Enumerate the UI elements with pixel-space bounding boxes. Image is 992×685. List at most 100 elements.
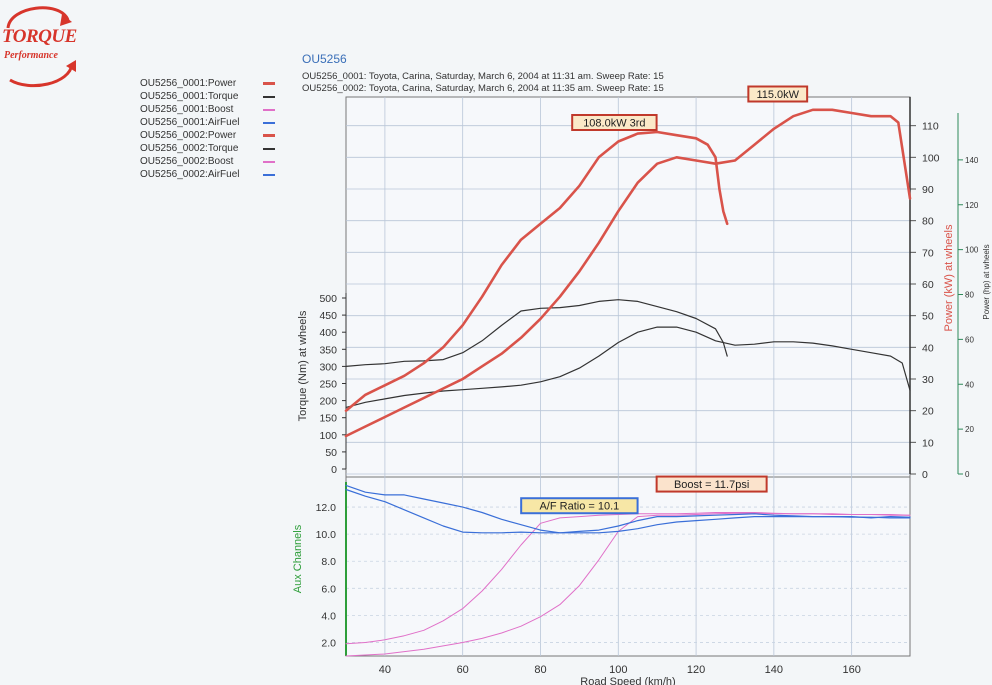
power-hp-tick-label: 80	[965, 291, 974, 300]
torque-tick-label: 350	[319, 344, 337, 356]
torque-tick-label: 200	[319, 396, 337, 408]
x-axis-label: Road Speed (km/h)	[580, 676, 675, 685]
annotation-text: Boost = 11.7psi	[674, 479, 749, 491]
legend-label: OU5256_0002:Boost	[140, 156, 234, 167]
power-hp-tick-label: 60	[965, 335, 974, 344]
series-line-ou5256-0002-torque	[345, 326, 911, 408]
x-tick-label: 160	[842, 664, 860, 676]
aux-tick-label: 4.0	[321, 610, 336, 622]
annotation-label: Boost = 11.7psi	[655, 475, 768, 493]
legend-entry: OU5256_0002:Power	[140, 129, 275, 142]
annotation-text: 115.0kW	[756, 89, 799, 101]
power-kw-tick-label: 20	[922, 406, 934, 418]
legend-entry: OU5256_0002:Torque	[140, 142, 275, 155]
annotation-label: 108.0kW 3rd	[571, 114, 658, 131]
legend-swatch	[263, 134, 275, 137]
power-hp-tick-label: 100	[965, 246, 979, 255]
legend-swatch	[263, 160, 275, 163]
x-tick-label: 140	[765, 664, 783, 676]
power-kw-tick-label: 100	[922, 152, 940, 164]
annotation-label: A/F Ratio = 10.1	[520, 497, 639, 515]
annotation-box	[655, 475, 768, 493]
legend-label: OU5256_0001:Boost	[140, 104, 234, 115]
x-tick-label: 80	[534, 664, 546, 676]
power-hp-tick-label: 0	[965, 470, 970, 479]
annotation-box	[571, 114, 658, 131]
aux-tick-label: 12.0	[316, 502, 337, 514]
torque-tick-label: 250	[319, 379, 337, 391]
power-kw-tick-label: 90	[922, 184, 934, 196]
dyno-run-title: OU5256	[302, 52, 347, 66]
run-descriptions: OU5256_0001: Toyota, Carina, Saturday, M…	[302, 71, 664, 95]
chart-legend: OU5256_0001:Power OU5256_0001:Torque OU525…	[140, 77, 275, 181]
aux-tick-label: 8.0	[321, 556, 336, 568]
legend-label: OU5256_0002:Power	[140, 130, 237, 141]
torque-tick-label: 500	[319, 293, 337, 305]
torque-tick-label: 50	[325, 447, 337, 459]
legend-swatch	[263, 82, 275, 85]
series-line-ou5256-0002-power	[344, 108, 912, 438]
legend-entry: OU5256_0001:Torque	[140, 90, 275, 103]
legend-entry: OU5256_0002:AirFuel	[140, 168, 275, 181]
legend-label: OU5256_0002:AirFuel	[140, 169, 240, 180]
x-tick-label: 40	[379, 664, 391, 676]
torque-tick-label: 400	[319, 327, 337, 339]
legend-label: OU5256_0002:Torque	[140, 143, 239, 154]
annotation-text: A/F Ratio = 10.1	[539, 501, 619, 513]
power-hp-tick-label: 40	[965, 380, 974, 389]
run-description-2: OU5256_0002: Toyota, Carina, Saturday, M…	[302, 83, 664, 94]
logo-swoosh-icon	[6, 6, 76, 88]
power-hp-tick-label: 120	[965, 201, 979, 210]
legend-entry: OU5256_0001:Power	[140, 77, 275, 90]
legend-swatch	[263, 173, 275, 176]
aux-tick-label: 2.0	[321, 637, 336, 649]
power-kw-tick-label: 0	[922, 469, 928, 481]
legend-swatch	[263, 121, 275, 124]
power-kw-axis-label: Power (kW) at wheels	[943, 224, 955, 331]
series-line-ou5256-0002-airfuel	[345, 488, 911, 534]
annotation-text: 108.0kW 3rd	[583, 118, 645, 130]
aux-axis-label: Aux Channels	[292, 524, 304, 593]
legend-swatch	[263, 108, 275, 111]
x-tick-label: 60	[457, 664, 469, 676]
power-kw-tick-label: 50	[922, 311, 934, 323]
legend-label: OU5256_0001:Power	[140, 78, 237, 89]
power-hp-axis-label: Power (hp) at wheels	[982, 244, 991, 319]
annotation-box	[747, 85, 809, 103]
logo-text-performance: Performance	[4, 50, 58, 61]
plot-area	[345, 96, 911, 657]
x-tick-label: 120	[687, 664, 705, 676]
legend-label: OU5256_0001:AirFuel	[140, 117, 240, 128]
torque-tick-label: 300	[319, 361, 337, 373]
annotation-label: 115.0kW	[747, 85, 809, 103]
series-line-ou5256-0001-power	[344, 130, 729, 412]
power-kw-tick-label: 10	[922, 437, 934, 449]
power-kw-tick-label: 110	[922, 121, 939, 133]
torque-tick-label: 0	[331, 464, 337, 476]
power-kw-tick-label: 40	[922, 342, 934, 354]
power-hp-tick-label: 20	[965, 425, 974, 434]
legend-entry: OU5256_0001:AirFuel	[140, 116, 275, 129]
torque-tick-label: 450	[319, 310, 337, 322]
power-kw-tick-label: 70	[922, 247, 934, 259]
legend-swatch	[263, 147, 275, 150]
legend-entry: OU5256_0001:Boost	[140, 103, 275, 116]
legend-label: OU5256_0001:Torque	[140, 91, 239, 102]
torque-tick-label: 150	[319, 413, 337, 425]
legend-swatch	[263, 95, 275, 98]
aux-tick-label: 10.0	[316, 529, 337, 541]
legend-entry: OU5256_0002:Boost	[140, 155, 275, 168]
power-hp-tick-label: 140	[965, 156, 979, 165]
brand-logo: TORQUE Performance	[0, 0, 90, 90]
x-tick-label: 100	[609, 664, 627, 676]
power-kw-tick-label: 60	[922, 279, 934, 291]
annotation-box	[520, 497, 639, 515]
run-description-1: OU5256_0001: Toyota, Carina, Saturday, M…	[302, 71, 664, 82]
power-kw-tick-label: 30	[922, 374, 934, 386]
power-kw-tick-label: 80	[922, 216, 934, 228]
torque-tick-label: 100	[319, 430, 337, 442]
torque-axis-label: Torque (Nm) at wheels	[297, 310, 309, 421]
aux-tick-label: 6.0	[321, 583, 336, 595]
logo-text-torque: TORQUE	[2, 26, 77, 47]
